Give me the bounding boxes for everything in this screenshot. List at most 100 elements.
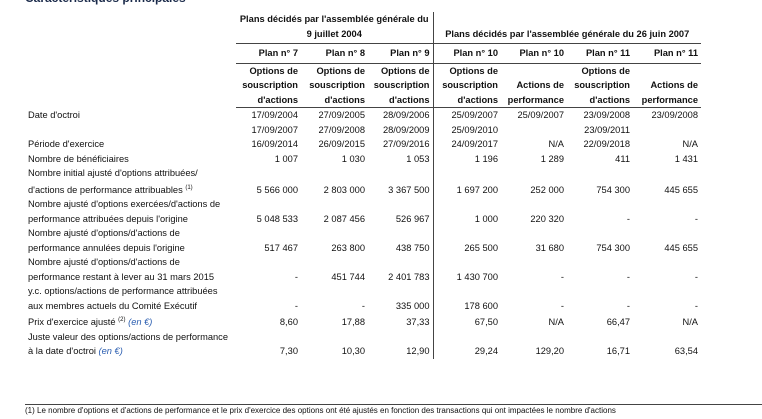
- cell: -: [361, 300, 365, 311]
- cell: 517 467: [264, 242, 298, 253]
- type-header: Options de souscription d'actions: [301, 63, 368, 108]
- cell: 754 300: [596, 242, 630, 253]
- cell: 27/09/2005: [318, 110, 365, 120]
- type-header: Options de souscription d'actions: [368, 63, 433, 108]
- cell: 1 431: [674, 153, 698, 164]
- cell: 26/09/2015: [318, 139, 365, 149]
- cell: 1 430 700: [432, 255, 501, 285]
- cell: 25/09/2007: [517, 110, 564, 120]
- unit: (en €): [128, 317, 153, 328]
- cell: -: [626, 213, 630, 224]
- label-text: y.c. options/actions de performance attr…: [28, 286, 218, 311]
- data-row: Juste valeur des options/actions de perf…: [25, 329, 701, 359]
- data-row: Prix d'exercice ajusté (2) (en €) 8,60 17,…: [25, 313, 701, 330]
- cell: 23/09/2008: [651, 110, 698, 120]
- cell: 66,47: [606, 317, 630, 328]
- cell: -: [694, 213, 698, 224]
- cell: 17,88: [341, 317, 365, 328]
- label-text: Nombre ajusté d'options/d'actions de per…: [28, 257, 215, 282]
- cell: 8,60: [279, 317, 298, 328]
- empty-cell: [25, 12, 236, 44]
- cell: -: [560, 300, 564, 311]
- plan-header: Plan n° 9: [368, 43, 433, 64]
- row-label: Nombre ajusté d'options/d'actions de per…: [25, 226, 236, 255]
- cell: 67,50: [432, 313, 501, 330]
- data-row: 17/09/2007 27/09/2008 28/09/2009 25/09/2010…: [25, 122, 701, 138]
- empty-cell: [25, 63, 236, 108]
- data-row: Nombre initial ajusté d'options attribué…: [25, 166, 701, 198]
- cell: 28/09/2009: [382, 124, 430, 135]
- plan-header: Plan n° 11: [567, 43, 633, 64]
- label-text: Nombre ajusté d'options/d'actions de per…: [28, 228, 185, 253]
- cell: 7,30: [279, 346, 298, 357]
- cell: 17/09/2004: [251, 110, 298, 120]
- cell: 16,71: [606, 346, 630, 357]
- data-row: Nombre ajusté d'options/d'actions de per…: [25, 255, 701, 285]
- plan-header: Plan n° 11: [633, 43, 701, 64]
- cell: 220 320: [530, 213, 564, 224]
- cell: 31 680: [535, 242, 564, 253]
- cell: N/A: [682, 317, 699, 328]
- cell: 265 500: [432, 226, 501, 256]
- cell: -: [294, 300, 298, 311]
- cell: 1 000: [432, 197, 501, 227]
- type-header: Actions de performance: [501, 63, 567, 108]
- row-label: Nombre initial ajusté d'options attribué…: [25, 166, 236, 197]
- cell: 37,33: [406, 317, 430, 328]
- label-text: Nombre ajusté d'options exercées/d'actio…: [28, 199, 221, 224]
- cell: 2 087 456: [323, 213, 365, 224]
- cell: 63,54: [674, 346, 698, 357]
- title: Caractéristiques principales: [25, 0, 186, 5]
- row-label: Nombre ajusté d'options/d'actions de per…: [25, 255, 236, 284]
- group-header: Plans décidés par l'assemblée générale d…: [236, 12, 433, 44]
- row-label: [25, 123, 236, 138]
- cell: 24/09/2017: [432, 137, 501, 152]
- cell: 12,90: [406, 346, 430, 357]
- type-header: Options de souscription d'actions: [432, 63, 501, 108]
- row-label: y.c. options/actions de performance attr…: [25, 284, 236, 313]
- plan-header: Plan n° 10: [432, 43, 501, 64]
- data-row: y.c. options/actions de performance attr…: [25, 284, 701, 314]
- cell: -: [694, 271, 698, 282]
- cell: [633, 123, 701, 138]
- cell: 25/09/2010: [432, 122, 501, 137]
- data-row: Nombre de bénéficiaires 1 007 1 030 1 053 1 …: [25, 151, 701, 167]
- cell: 451 744: [331, 271, 365, 282]
- row-label: Nombre de bénéficiaires: [25, 152, 236, 167]
- cell: 411: [615, 153, 630, 164]
- plan-header: Plan n° 7: [236, 43, 301, 64]
- data-row: Nombre ajusté d'options exercées/d'actio…: [25, 197, 701, 227]
- cell: 22/09/2018: [583, 139, 630, 149]
- cell: 129,20: [535, 346, 564, 357]
- cell: N/A: [548, 317, 565, 328]
- data-row: Date d'octroi 17/09/2004 27/09/2005 28/09/2…: [25, 107, 701, 123]
- cell: [501, 123, 567, 138]
- note-ref: (1): [185, 184, 193, 191]
- cell: 2 401 783: [388, 271, 430, 282]
- cell: 17/09/2007: [251, 124, 298, 135]
- cell: N/A: [682, 139, 699, 149]
- unit: (en €): [98, 346, 123, 357]
- label-text: Date d'octroi: [28, 110, 80, 120]
- cell: 25/09/2007: [432, 107, 501, 123]
- cell: 263 800: [331, 242, 365, 253]
- cell: 526 967: [395, 213, 430, 224]
- cell: 28/09/2006: [382, 110, 430, 120]
- plan-row: Plan n° 7 Plan n° 8 Plan n° 9 Plan n° 10 Pla…: [25, 43, 701, 64]
- cell: 754 300: [596, 184, 630, 195]
- cell: 23/09/2011: [584, 124, 630, 135]
- cell: -: [694, 300, 698, 311]
- label-text: Nombre de bénéficiaires: [28, 153, 129, 164]
- cell: 5 048 533: [256, 213, 298, 224]
- cell: 27/09/2016: [382, 139, 430, 149]
- plan-header: Plan n° 10: [501, 43, 567, 64]
- cell: 3 367 500: [388, 184, 430, 195]
- cell: 27/09/2008: [318, 124, 365, 135]
- header-row: Plans décidés par l'assemblée générale d…: [25, 12, 701, 44]
- cell: -: [560, 271, 564, 282]
- data-row: Nombre ajusté d'options/d'actions de per…: [25, 226, 701, 256]
- cell: 335 000: [395, 300, 430, 311]
- cell: 1 007: [274, 153, 298, 164]
- footnote: (1) Le nombre d'options et d'actions de …: [25, 404, 762, 415]
